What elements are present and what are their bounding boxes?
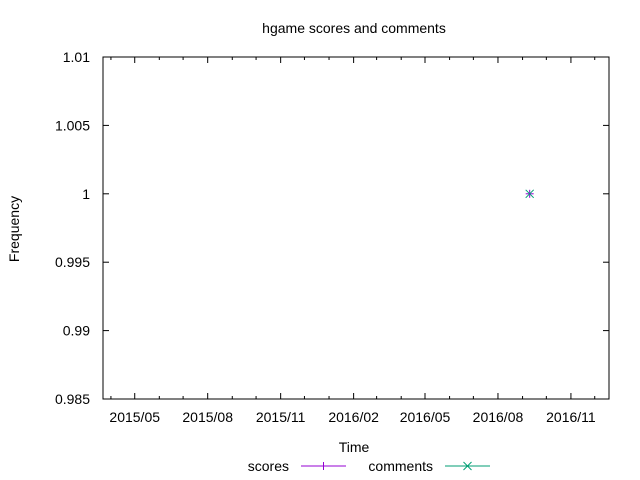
plot-frame <box>102 56 610 400</box>
x-tick-label: 2016/08 <box>473 409 524 425</box>
y-tick-label: 0.99 <box>63 323 90 339</box>
legend: scores comments <box>248 458 490 474</box>
x-axis-ticks: 2015/05 2015/08 2015/11 2016/02 2016/05 2016/… <box>109 57 596 425</box>
y-tick-label: 1 <box>82 186 90 202</box>
legend-marker-comments <box>463 461 472 471</box>
x-tick-label: 2016/11 <box>546 409 596 425</box>
y-axis-ticks: 1.01 1.005 1 0.995 0.99 0.985 <box>55 49 609 407</box>
y-tick-label: 0.985 <box>55 391 90 407</box>
x-tick-label: 2016/05 <box>400 409 451 425</box>
x-axis-label: Time <box>339 439 370 455</box>
y-tick-label: 0.995 <box>55 254 90 270</box>
y-tick-label: 1.005 <box>55 117 90 133</box>
x-tick-label: 2016/02 <box>328 409 379 425</box>
y-axis-label: Frequency <box>6 196 22 262</box>
legend-marker-comments <box>463 461 472 471</box>
y-tick-label: 1.01 <box>63 49 90 65</box>
legend-label-comments: comments <box>368 458 433 474</box>
legend-label-scores: scores <box>248 458 289 474</box>
data-point-comments <box>525 189 535 199</box>
x-tick-label: 2015/08 <box>182 409 233 425</box>
chart-title: hgame scores and comments <box>262 20 446 36</box>
x-tick-label: 2015/05 <box>109 409 160 425</box>
data-points <box>525 189 535 199</box>
x-tick-label: 2015/11 <box>256 409 306 425</box>
legend-marker-scores <box>319 462 328 470</box>
